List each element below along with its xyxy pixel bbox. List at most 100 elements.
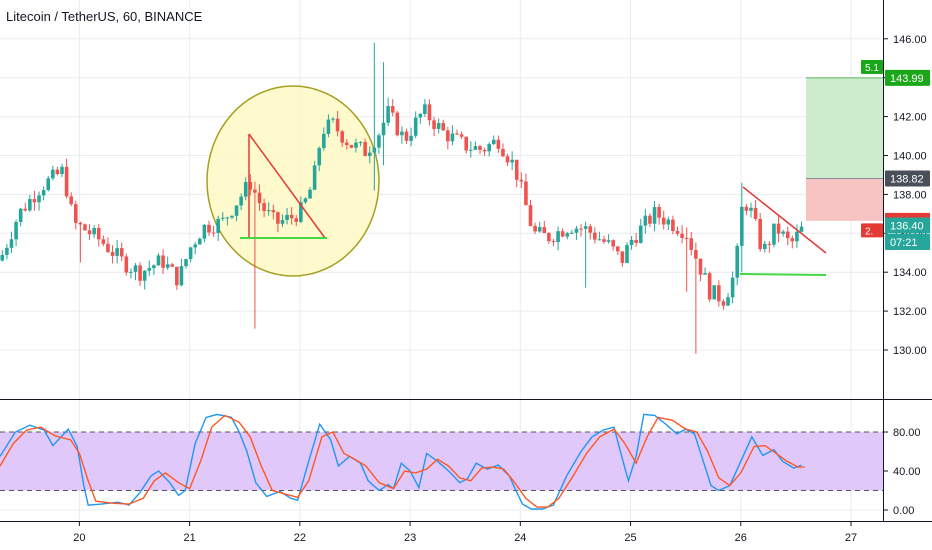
candle-body (772, 223, 776, 245)
candle-body (179, 266, 184, 286)
candle-body (119, 248, 124, 257)
candle-body (276, 212, 280, 224)
candle-body (606, 240, 611, 242)
candle-body (69, 196, 73, 205)
candle-body (482, 149, 487, 152)
candle-body (73, 204, 78, 223)
candle-body (5, 247, 9, 255)
candle-body (193, 244, 198, 248)
candle-body (234, 205, 239, 216)
candle-body (349, 145, 354, 148)
time-tick-label: 20 (73, 532, 85, 544)
candle-body (335, 118, 340, 132)
candle-body (790, 238, 795, 242)
candle-body (170, 264, 175, 267)
candle-body (55, 169, 60, 175)
candle-body (758, 218, 762, 250)
candle-body (487, 144, 491, 152)
candle-body (721, 301, 726, 306)
candle-body (138, 265, 142, 281)
candle-body (703, 273, 707, 275)
candle-body (634, 239, 638, 243)
candle-body (519, 179, 524, 182)
chart-title: Litecoin / TetherUS, 60, BINANCE (6, 9, 203, 24)
candle-body (257, 192, 262, 204)
candle-body (308, 189, 312, 199)
candle-body (28, 199, 32, 211)
candle-body (381, 122, 386, 136)
target-zone (806, 77, 883, 179)
candle-body (455, 133, 459, 135)
candle-body (101, 239, 106, 244)
candle-body (675, 230, 680, 234)
candle-body (556, 231, 560, 242)
candle-body (266, 210, 271, 212)
candle-body (717, 285, 721, 302)
candle-body (583, 226, 588, 229)
candle-body (625, 245, 629, 263)
candle-body (707, 273, 712, 300)
candle-body (510, 159, 514, 163)
trendline-red-right (742, 186, 827, 254)
time-tick-label: 26 (735, 532, 747, 544)
candle-body (459, 134, 464, 137)
price-label-box (885, 170, 930, 187)
candle-body (602, 239, 606, 242)
candle-body (175, 266, 179, 286)
stoch-k-line (0, 413, 802, 510)
candle-body (501, 148, 505, 157)
candle-body (294, 218, 299, 222)
candle-body (152, 265, 156, 269)
candle-body (473, 146, 478, 150)
candle-body (23, 208, 28, 211)
candle-body (593, 232, 597, 240)
candle-body (354, 142, 358, 148)
time-tick-label: 21 (183, 532, 195, 544)
candle-body (216, 218, 220, 233)
price-label-box (885, 234, 930, 251)
candle-body (744, 206, 749, 211)
candle-body (184, 259, 188, 267)
candle-body (83, 224, 87, 231)
candle-body (528, 205, 533, 226)
candle-body (367, 152, 372, 157)
candle-body (533, 225, 537, 232)
side-label-box (861, 60, 883, 75)
price-tick-label: 138.00 (893, 189, 927, 201)
candle-body (32, 199, 37, 203)
candle-body (464, 136, 469, 151)
candle-body (202, 224, 207, 239)
candle-body (230, 215, 234, 218)
candle-body (390, 106, 395, 113)
candle-body (423, 104, 427, 114)
candle-body (547, 233, 551, 242)
candle-body (198, 238, 202, 245)
candle-body (386, 106, 390, 123)
candle-body (363, 142, 367, 157)
candle-body (611, 240, 615, 247)
stochastic-pane (0, 413, 883, 510)
candle-body (726, 297, 730, 306)
candle-body (340, 131, 344, 143)
candle-body (18, 208, 23, 223)
candle-body (432, 120, 436, 129)
candle-body (262, 203, 266, 212)
candle-body (795, 231, 799, 242)
time-tick-label: 23 (404, 532, 416, 544)
candle-body (776, 223, 781, 234)
candle-body (570, 232, 574, 234)
candle-body (372, 147, 377, 153)
candle-body (211, 232, 216, 234)
candle-body (698, 258, 703, 275)
candle-body (505, 156, 510, 163)
candle-body (0, 254, 5, 261)
candle-body (629, 239, 634, 246)
osc-tick-label: 0.00 (893, 505, 914, 517)
stop-zone (806, 178, 883, 221)
candle-body (124, 256, 129, 273)
candle-body (41, 190, 46, 196)
candle-body (537, 227, 542, 232)
candle-body (418, 113, 423, 118)
